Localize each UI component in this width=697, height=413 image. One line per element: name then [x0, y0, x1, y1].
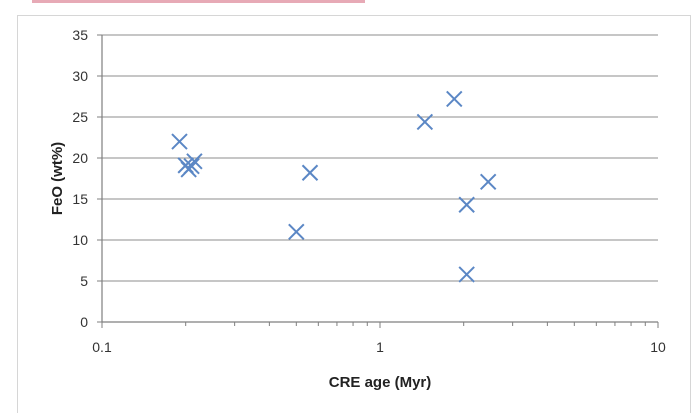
- y-tick-label: 35: [72, 27, 88, 43]
- data-points: [171, 90, 497, 283]
- x-tick-label: 1: [376, 339, 384, 355]
- y-tick-label: 20: [72, 150, 88, 166]
- data-point: [479, 173, 497, 190]
- x-axis-title: CRE age (Myr): [329, 374, 432, 391]
- top-accent-bar: [32, 0, 365, 3]
- chart-frame: [17, 15, 691, 413]
- y-tick-label: 5: [80, 273, 88, 289]
- data-point: [171, 133, 188, 150]
- data-point: [416, 113, 434, 131]
- y-tick-label: 0: [80, 314, 88, 330]
- x-tick-label: 0.1: [92, 339, 112, 355]
- data-point: [288, 223, 305, 241]
- data-point: [458, 196, 475, 213]
- y-tick-label: 30: [72, 68, 88, 84]
- x-tick-labels: 0.1 1 10: [92, 339, 666, 355]
- y-tick-label: 25: [72, 109, 88, 125]
- data-point: [458, 266, 475, 283]
- data-point: [446, 90, 463, 108]
- y-tick-label: 15: [72, 191, 88, 207]
- y-axis-title: FeO (wt%): [49, 142, 66, 215]
- data-point: [186, 153, 203, 170]
- data-point: [183, 157, 200, 175]
- data-point: [301, 164, 319, 181]
- gridlines: [97, 34, 659, 328]
- y-tick-label: 10: [72, 232, 88, 248]
- x-tick-label: 10: [650, 339, 666, 355]
- y-tick-labels: 0 5 10 15 20 25 30 35: [72, 27, 88, 330]
